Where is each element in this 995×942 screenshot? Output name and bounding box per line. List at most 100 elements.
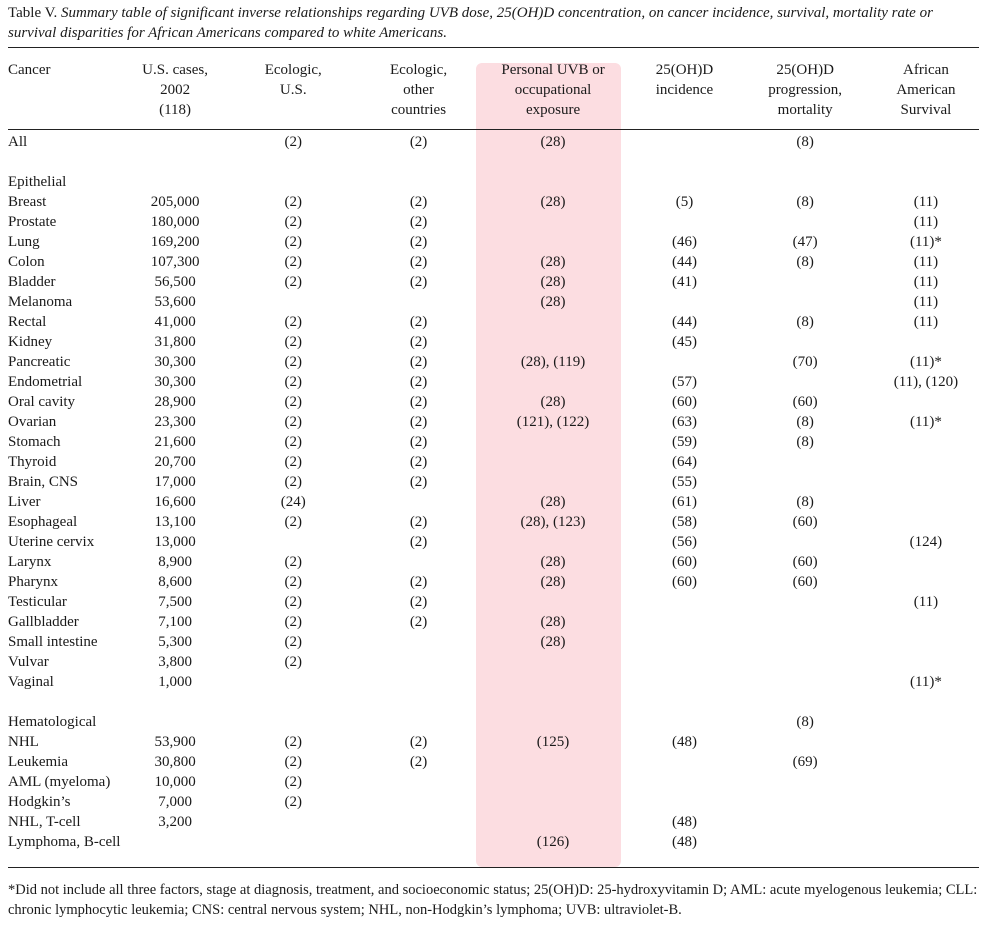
header-rule — [8, 129, 979, 130]
table-row: Hematological (8) — [8, 712, 983, 732]
us-cases-cell: 169,200 — [150, 234, 200, 250]
ecologic-other-cell: (2) — [409, 194, 428, 210]
incidence-cell: (59) — [671, 434, 697, 450]
cancer-cell: Breast — [8, 194, 47, 210]
personal-uvb-cell: (28) — [540, 254, 566, 270]
us-cases-cell: 3,200 — [158, 814, 192, 830]
table-row: Colon 107,300 (2) (2) (28) (44) (8) (11) — [8, 252, 983, 272]
incidence-cell: (61) — [671, 494, 697, 510]
ecologic-other-cell — [358, 492, 478, 512]
incidence-cell — [627, 152, 741, 172]
personal-uvb-cell — [479, 672, 628, 692]
incidence-cell: (48) — [671, 834, 697, 850]
progression-cell: (8) — [796, 194, 814, 210]
african-american-cell: (11) — [913, 214, 939, 230]
ecologic-other-cell: (2) — [409, 474, 428, 490]
ecologic-other-cell: (2) — [409, 454, 428, 470]
table-row: Testicular 7,500 (2) (2) (11) — [8, 592, 983, 612]
personal-uvb-cell: (28) — [540, 294, 566, 310]
incidence-cell: (45) — [671, 334, 697, 350]
table-row: Brain, CNS 17,000 (2) (2) (55) — [8, 472, 983, 492]
incidence-cell — [627, 692, 741, 712]
personal-uvb-cell: (121), (122) — [516, 414, 590, 430]
us-cases-cell: 1,000 — [158, 674, 192, 690]
african-american-cell — [869, 152, 983, 172]
us-cases-cell: 30,300 — [154, 374, 196, 390]
personal-uvb-cell — [479, 792, 628, 812]
personal-uvb-cell — [479, 212, 628, 232]
table-row: Hodgkin’s 7,000 (2) — [8, 792, 983, 812]
table-row: Rectal 41,000 (2) (2) (44) (8) (11) — [8, 312, 983, 332]
us-cases-cell — [122, 132, 228, 152]
progression-cell: (60) — [792, 554, 818, 570]
ecologic-other-cell: (2) — [409, 734, 428, 750]
cancer-cell: Oral cavity — [8, 394, 76, 410]
ecologic-other-cell: (2) — [409, 254, 428, 270]
table-row — [8, 692, 983, 712]
progression-cell: (60) — [792, 574, 818, 590]
ecologic-other-cell: (2) — [409, 414, 428, 430]
african-american-cell — [869, 652, 983, 672]
ecologic-us-cell: (2) — [284, 134, 303, 150]
cancer-cell: Kidney — [8, 334, 53, 350]
us-cases-cell: 20,700 — [154, 454, 196, 470]
ecologic-us-cell: (2) — [284, 394, 303, 410]
personal-uvb-cell: (125) — [536, 734, 570, 750]
african-american-cell — [869, 712, 983, 732]
ecologic-other-cell: (2) — [409, 574, 428, 590]
incidence-cell — [627, 212, 741, 232]
personal-uvb-cell — [479, 752, 628, 772]
ecologic-us-cell: (2) — [284, 454, 303, 470]
personal-uvb-cell — [479, 532, 628, 552]
us-cases-cell — [122, 692, 228, 712]
ecologic-us-cell: (2) — [284, 414, 303, 430]
table-row: Gallbladder 7,100 (2) (2) (28) — [8, 612, 983, 632]
cancer-cell: Pharynx — [8, 574, 58, 590]
ecologic-us-cell — [228, 812, 358, 832]
progression-cell — [742, 452, 869, 472]
african-american-cell — [869, 452, 983, 472]
cancer-cell: Bladder — [8, 274, 56, 290]
us-cases-cell: 7,100 — [158, 614, 192, 630]
personal-uvb-cell — [479, 152, 628, 172]
incidence-cell — [627, 772, 741, 792]
cancer-cell: Stomach — [8, 434, 61, 450]
progression-cell: (60) — [792, 394, 818, 410]
ecologic-us-cell: (2) — [284, 554, 303, 570]
progression-cell: (8) — [796, 254, 814, 270]
progression-cell — [742, 772, 869, 792]
african-american-cell: (124) — [909, 534, 943, 550]
ecologic-us-cell — [228, 712, 358, 732]
ecologic-other-cell — [358, 172, 478, 192]
ecologic-us-cell: (2) — [284, 234, 303, 250]
cancer-cell: Liver — [8, 494, 41, 510]
progression-cell — [742, 532, 869, 552]
progression-cell — [742, 272, 869, 292]
us-cases-cell — [122, 152, 228, 172]
ecologic-other-cell — [358, 812, 478, 832]
incidence-cell — [627, 712, 741, 732]
table-row: Endometrial 30,300 (2) (2) (57) (11), (120) — [8, 372, 983, 392]
us-cases-cell: 53,600 — [154, 294, 196, 310]
us-cases-cell — [122, 832, 228, 852]
african-american-cell — [869, 832, 983, 852]
progression-cell — [742, 732, 869, 752]
table-row: Liver 16,600 (24) (28) (61) (8) — [8, 492, 983, 512]
table-row: Breast 205,000 (2) (2) (28) (5) (8) (11) — [8, 192, 983, 212]
ecologic-other-cell — [358, 772, 478, 792]
incidence-cell: (44) — [671, 314, 697, 330]
personal-uvb-cell — [479, 312, 628, 332]
personal-uvb-cell — [479, 452, 628, 472]
african-american-cell: (11) — [913, 594, 939, 610]
us-cases-cell: 3,800 — [158, 654, 192, 670]
ecologic-other-cell: (2) — [409, 214, 428, 230]
cancer-cell: Gallbladder — [8, 614, 79, 630]
ecologic-other-cell: (2) — [409, 754, 428, 770]
ecologic-us-cell: (2) — [284, 334, 303, 350]
header-ecologic-other: Ecologic, other countries — [390, 62, 448, 118]
cancer-cell: Testicular — [8, 594, 67, 610]
cancer-cell: Uterine cervix — [8, 534, 95, 550]
table-row: All (2) (2) (28) (8) — [8, 132, 983, 152]
progression-cell — [742, 592, 869, 612]
personal-uvb-cell: (126) — [536, 834, 570, 850]
